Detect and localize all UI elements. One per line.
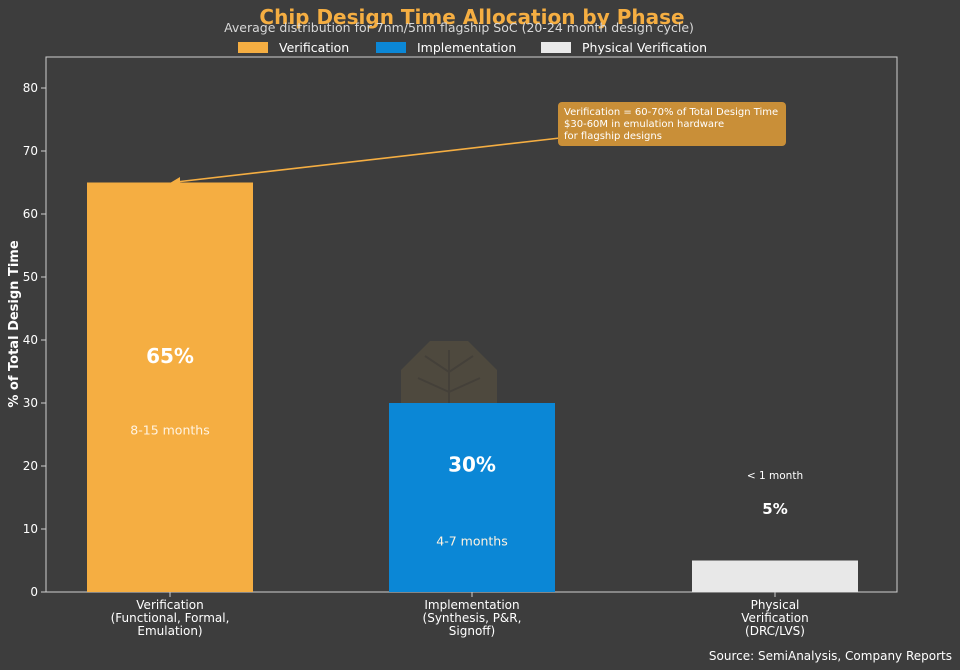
bar-duration-label: 8-15 months <box>130 423 209 438</box>
bar-value-label: 65% <box>146 344 194 368</box>
bars: 65% 8-15 months 30% 4-7 months 5% < 1 month <box>87 182 858 592</box>
bar-duration-label: < 1 month <box>747 470 803 482</box>
bar-value-label: 5% <box>762 500 787 518</box>
x-tick-label: Implementation (Synthesis, P&R, Signoff) <box>423 598 522 638</box>
legend: Verification Implementation Physical Verif… <box>238 40 707 55</box>
source-note: Source: SemiAnalysis, Company Reports <box>709 649 952 663</box>
annotation-box <box>558 102 786 146</box>
x-axis: Verification (Functional, Formal, Emulatio… <box>111 592 809 638</box>
annotation-line: for flagship designs <box>564 131 662 142</box>
bar <box>692 560 858 592</box>
y-tick-label: 0 <box>30 585 38 599</box>
bar-duration-label: 4-7 months <box>436 534 507 549</box>
y-tick-label: 10 <box>23 522 38 536</box>
y-axis: 0 10 20 30 40 50 60 70 80 <box>23 81 46 599</box>
y-tick-label: 30 <box>23 396 38 410</box>
y-tick-label: 50 <box>23 270 38 284</box>
y-tick-label: 20 <box>23 459 38 473</box>
legend-swatch <box>376 42 406 53</box>
y-tick-label: 60 <box>23 207 38 221</box>
annotation: Verification = 60-70% of Total Design Ti… <box>170 102 786 187</box>
legend-swatch <box>238 42 268 53</box>
annotation-arrow-line <box>175 137 561 183</box>
chart-subtitle: Average distribution for 7nm/5nm flagshi… <box>224 20 694 35</box>
y-axis-label: % of Total Design Time <box>7 240 22 407</box>
annotation-line: $30-60M in emulation hardware <box>564 119 724 130</box>
legend-label: Physical Verification <box>582 40 707 55</box>
annotation-arrowhead <box>170 177 180 187</box>
bar <box>87 182 253 592</box>
legend-swatch <box>541 42 571 53</box>
chart-title: Chip Design Time Allocation by Phase <box>259 5 684 29</box>
annotation-line: Verification = 60-70% of Total Design Ti… <box>564 107 778 118</box>
bar-value-label: 30% <box>448 453 496 477</box>
x-tick-label: Verification (Functional, Formal, Emulatio… <box>111 598 230 638</box>
y-tick-label: 40 <box>23 333 38 347</box>
legend-label: Implementation <box>417 40 516 55</box>
y-tick-label: 80 <box>23 81 38 95</box>
legend-label: Verification <box>279 40 349 55</box>
y-tick-label: 70 <box>23 144 38 158</box>
bar <box>389 403 555 592</box>
x-tick-label: Physical Verification (DRC/LVS) <box>741 598 808 638</box>
